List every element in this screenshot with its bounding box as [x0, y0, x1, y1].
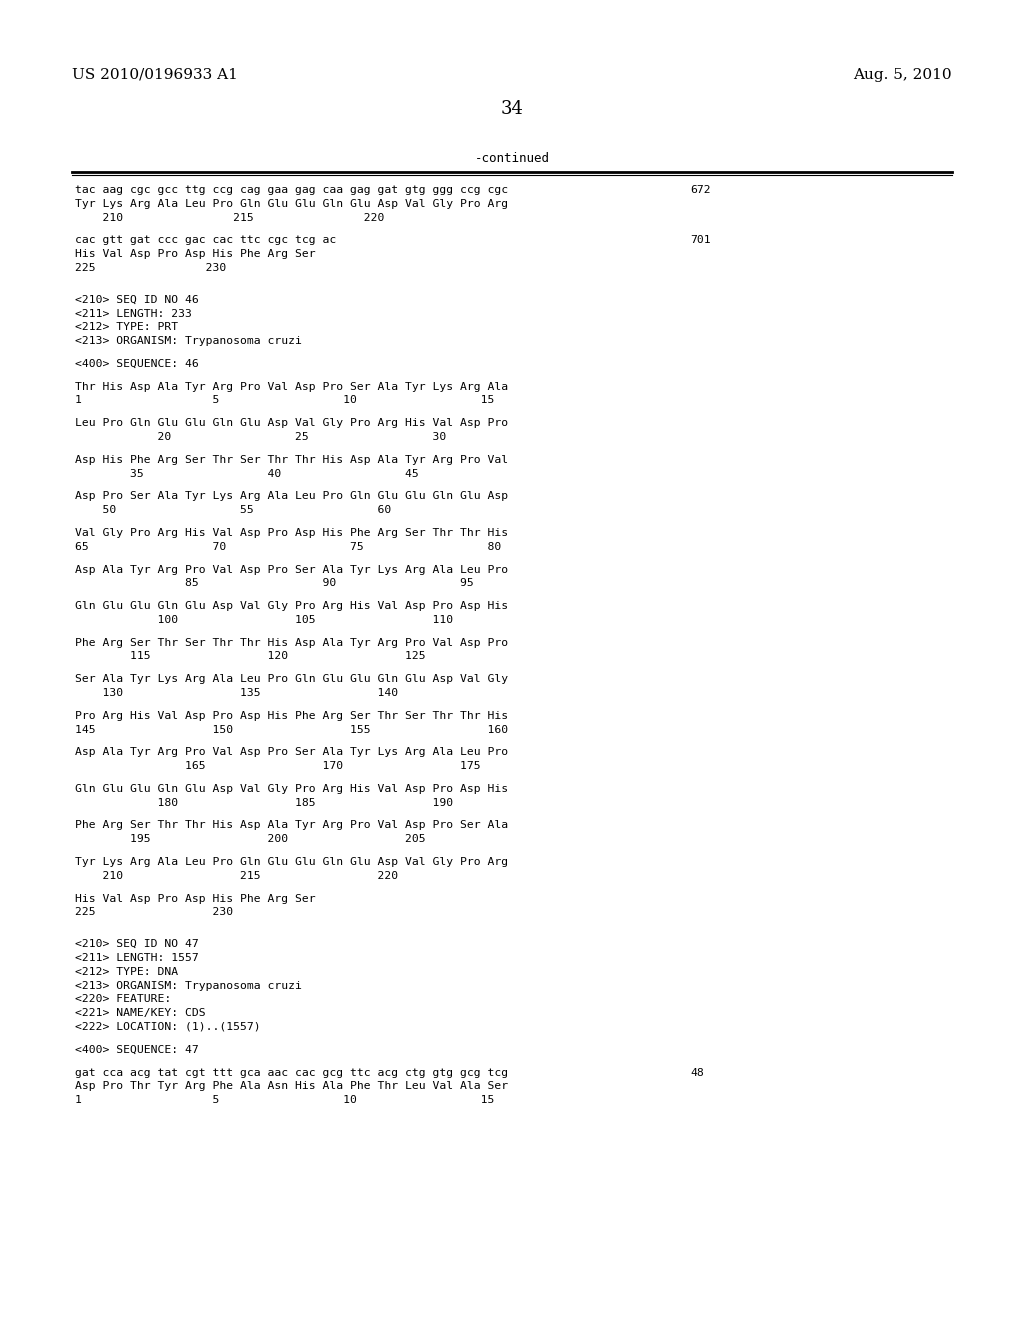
Text: Leu Pro Gln Glu Glu Gln Glu Asp Val Gly Pro Arg His Val Asp Pro: Leu Pro Gln Glu Glu Gln Glu Asp Val Gly …: [75, 418, 508, 428]
Text: Thr His Asp Ala Tyr Arg Pro Val Asp Pro Ser Ala Tyr Lys Arg Ala: Thr His Asp Ala Tyr Arg Pro Val Asp Pro …: [75, 381, 508, 392]
Text: Gln Glu Glu Gln Glu Asp Val Gly Pro Arg His Val Asp Pro Asp His: Gln Glu Glu Gln Glu Asp Val Gly Pro Arg …: [75, 784, 508, 793]
Text: <210> SEQ ID NO 47: <210> SEQ ID NO 47: [75, 939, 199, 949]
Text: gat cca acg tat cgt ttt gca aac cac gcg ttc acg ctg gtg gcg tcg: gat cca acg tat cgt ttt gca aac cac gcg …: [75, 1068, 508, 1077]
Text: Tyr Lys Arg Ala Leu Pro Gln Glu Glu Gln Glu Asp Val Gly Pro Arg: Tyr Lys Arg Ala Leu Pro Gln Glu Glu Gln …: [75, 857, 508, 867]
Text: -continued: -continued: [474, 152, 550, 165]
Text: 180                 185                 190: 180 185 190: [75, 797, 454, 808]
Text: 50                  55                  60: 50 55 60: [75, 506, 391, 515]
Text: 130                 135                 140: 130 135 140: [75, 688, 398, 698]
Text: <211> LENGTH: 1557: <211> LENGTH: 1557: [75, 953, 199, 964]
Text: His Val Asp Pro Asp His Phe Arg Ser: His Val Asp Pro Asp His Phe Arg Ser: [75, 894, 315, 904]
Text: <400> SEQUENCE: 47: <400> SEQUENCE: 47: [75, 1044, 199, 1055]
Text: 20                  25                  30: 20 25 30: [75, 432, 446, 442]
Text: 115                 120                 125: 115 120 125: [75, 652, 426, 661]
Text: 225                230: 225 230: [75, 263, 226, 273]
Text: Asp Pro Thr Tyr Arg Phe Ala Asn His Ala Phe Thr Leu Val Ala Ser: Asp Pro Thr Tyr Arg Phe Ala Asn His Ala …: [75, 1081, 508, 1092]
Text: tac aag cgc gcc ttg ccg cag gaa gag caa gag gat gtg ggg ccg cgc: tac aag cgc gcc ttg ccg cag gaa gag caa …: [75, 185, 508, 195]
Text: <211> LENGTH: 233: <211> LENGTH: 233: [75, 309, 191, 318]
Text: 65                  70                  75                  80: 65 70 75 80: [75, 541, 502, 552]
Text: Ser Ala Tyr Lys Arg Ala Leu Pro Gln Glu Glu Gln Glu Asp Val Gly: Ser Ala Tyr Lys Arg Ala Leu Pro Gln Glu …: [75, 675, 508, 684]
Text: 210                 215                 220: 210 215 220: [75, 871, 398, 880]
Text: Gln Glu Glu Gln Glu Asp Val Gly Pro Arg His Val Asp Pro Asp His: Gln Glu Glu Gln Glu Asp Val Gly Pro Arg …: [75, 601, 508, 611]
Text: 100                 105                 110: 100 105 110: [75, 615, 454, 624]
Text: cac gtt gat ccc gac cac ttc cgc tcg ac: cac gtt gat ccc gac cac ttc cgc tcg ac: [75, 235, 336, 246]
Text: 225                 230: 225 230: [75, 907, 233, 917]
Text: <220> FEATURE:: <220> FEATURE:: [75, 994, 171, 1005]
Text: <221> NAME/KEY: CDS: <221> NAME/KEY: CDS: [75, 1008, 206, 1018]
Text: <400> SEQUENCE: 46: <400> SEQUENCE: 46: [75, 359, 199, 368]
Text: Tyr Lys Arg Ala Leu Pro Gln Glu Glu Gln Glu Asp Val Gly Pro Arg: Tyr Lys Arg Ala Leu Pro Gln Glu Glu Gln …: [75, 199, 508, 209]
Text: Phe Arg Ser Thr Ser Thr Thr His Asp Ala Tyr Arg Pro Val Asp Pro: Phe Arg Ser Thr Ser Thr Thr His Asp Ala …: [75, 638, 508, 648]
Text: Asp Pro Ser Ala Tyr Lys Arg Ala Leu Pro Gln Glu Glu Gln Glu Asp: Asp Pro Ser Ala Tyr Lys Arg Ala Leu Pro …: [75, 491, 508, 502]
Text: US 2010/0196933 A1: US 2010/0196933 A1: [72, 69, 238, 82]
Text: 195                 200                 205: 195 200 205: [75, 834, 426, 845]
Text: Asp Ala Tyr Arg Pro Val Asp Pro Ser Ala Tyr Lys Arg Ala Leu Pro: Asp Ala Tyr Arg Pro Val Asp Pro Ser Ala …: [75, 747, 508, 758]
Text: Phe Arg Ser Thr Thr His Asp Ala Tyr Arg Pro Val Asp Pro Ser Ala: Phe Arg Ser Thr Thr His Asp Ala Tyr Arg …: [75, 821, 508, 830]
Text: 701: 701: [690, 235, 711, 246]
Text: <210> SEQ ID NO 46: <210> SEQ ID NO 46: [75, 294, 199, 305]
Text: 85                  90                  95: 85 90 95: [75, 578, 474, 589]
Text: <213> ORGANISM: Trypanosoma cruzi: <213> ORGANISM: Trypanosoma cruzi: [75, 337, 302, 346]
Text: 210                215                220: 210 215 220: [75, 213, 384, 223]
Text: Val Gly Pro Arg His Val Asp Pro Asp His Phe Arg Ser Thr Thr His: Val Gly Pro Arg His Val Asp Pro Asp His …: [75, 528, 508, 539]
Text: His Val Asp Pro Asp His Phe Arg Ser: His Val Asp Pro Asp His Phe Arg Ser: [75, 249, 315, 259]
Text: 145                 150                 155                 160: 145 150 155 160: [75, 725, 508, 734]
Text: Asp Ala Tyr Arg Pro Val Asp Pro Ser Ala Tyr Lys Arg Ala Leu Pro: Asp Ala Tyr Arg Pro Val Asp Pro Ser Ala …: [75, 565, 508, 574]
Text: <213> ORGANISM: Trypanosoma cruzi: <213> ORGANISM: Trypanosoma cruzi: [75, 981, 302, 990]
Text: 35                  40                  45: 35 40 45: [75, 469, 419, 479]
Text: Asp His Phe Arg Ser Thr Ser Thr Thr His Asp Ala Tyr Arg Pro Val: Asp His Phe Arg Ser Thr Ser Thr Thr His …: [75, 455, 508, 465]
Text: 48: 48: [690, 1068, 703, 1077]
Text: <222> LOCATION: (1)..(1557): <222> LOCATION: (1)..(1557): [75, 1022, 261, 1032]
Text: <212> TYPE: PRT: <212> TYPE: PRT: [75, 322, 178, 333]
Text: 165                 170                 175: 165 170 175: [75, 762, 480, 771]
Text: <212> TYPE: DNA: <212> TYPE: DNA: [75, 966, 178, 977]
Text: 34: 34: [501, 100, 523, 117]
Text: 1                   5                  10                  15: 1 5 10 15: [75, 1096, 495, 1105]
Text: 672: 672: [690, 185, 711, 195]
Text: Pro Arg His Val Asp Pro Asp His Phe Arg Ser Thr Ser Thr Thr His: Pro Arg His Val Asp Pro Asp His Phe Arg …: [75, 710, 508, 721]
Text: Aug. 5, 2010: Aug. 5, 2010: [853, 69, 952, 82]
Text: 1                   5                  10                  15: 1 5 10 15: [75, 396, 495, 405]
